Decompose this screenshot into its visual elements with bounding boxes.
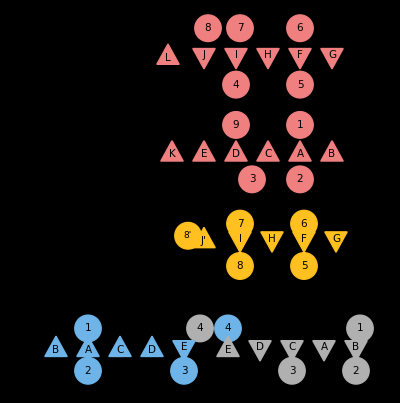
Polygon shape [321, 48, 343, 69]
Polygon shape [193, 48, 215, 69]
Text: 3: 3 [181, 366, 187, 376]
Text: J': J' [201, 236, 207, 246]
Text: D: D [148, 345, 156, 355]
Circle shape [347, 315, 373, 342]
Text: 8: 8 [237, 261, 243, 271]
Polygon shape [217, 336, 239, 357]
Circle shape [171, 357, 197, 384]
Polygon shape [289, 141, 311, 161]
Circle shape [75, 315, 101, 342]
Polygon shape [109, 336, 131, 357]
Text: B: B [52, 345, 60, 355]
Polygon shape [77, 336, 99, 357]
Circle shape [223, 112, 249, 138]
Text: H: H [268, 234, 276, 244]
Text: A: A [320, 343, 328, 353]
Circle shape [223, 71, 249, 98]
Text: 4: 4 [233, 80, 239, 89]
Circle shape [287, 166, 313, 193]
Text: 4: 4 [197, 324, 203, 333]
Polygon shape [345, 341, 367, 361]
Polygon shape [193, 227, 215, 248]
Polygon shape [257, 141, 279, 161]
Circle shape [195, 15, 221, 42]
Circle shape [227, 253, 253, 279]
Text: K: K [169, 149, 175, 159]
Polygon shape [161, 141, 183, 161]
Text: D: D [232, 149, 240, 159]
Text: A: A [296, 149, 304, 159]
Text: B: B [328, 149, 336, 159]
Text: E: E [181, 343, 187, 353]
Text: 3: 3 [249, 174, 255, 184]
Text: 1: 1 [357, 324, 363, 333]
Text: 1: 1 [297, 120, 303, 130]
Text: I: I [234, 50, 238, 60]
Text: 6: 6 [297, 23, 303, 33]
Polygon shape [293, 232, 315, 252]
Polygon shape [173, 341, 195, 361]
Text: C: C [116, 345, 124, 355]
Text: C: C [288, 343, 296, 353]
Polygon shape [157, 44, 179, 64]
Text: L: L [165, 52, 171, 62]
Text: 5: 5 [297, 80, 303, 89]
Polygon shape [321, 141, 343, 161]
Polygon shape [225, 48, 247, 69]
Text: G: G [332, 234, 340, 244]
Circle shape [343, 357, 369, 384]
Text: 9: 9 [233, 120, 239, 130]
Polygon shape [313, 341, 335, 361]
Polygon shape [141, 336, 163, 357]
Polygon shape [257, 48, 279, 69]
Text: C: C [264, 149, 272, 159]
Text: E: E [201, 149, 207, 159]
Polygon shape [45, 336, 67, 357]
Polygon shape [193, 141, 215, 161]
Text: 6: 6 [301, 219, 307, 229]
Text: D: D [256, 343, 264, 353]
Text: 2: 2 [85, 366, 91, 376]
Polygon shape [229, 232, 251, 252]
Text: 5: 5 [301, 261, 307, 271]
Text: 7: 7 [237, 219, 243, 229]
Polygon shape [325, 232, 347, 252]
Text: B: B [352, 343, 360, 353]
Text: E: E [225, 345, 231, 355]
Circle shape [227, 15, 253, 42]
Polygon shape [249, 341, 271, 361]
Polygon shape [281, 341, 303, 361]
Circle shape [239, 166, 265, 193]
Circle shape [287, 15, 313, 42]
Circle shape [227, 210, 253, 237]
Circle shape [287, 71, 313, 98]
Circle shape [279, 357, 305, 384]
Text: 2: 2 [297, 174, 303, 184]
Text: J: J [202, 50, 206, 60]
Text: G: G [328, 50, 336, 60]
Text: F: F [301, 234, 307, 244]
Text: H: H [264, 50, 272, 60]
Text: F: F [297, 50, 303, 60]
Text: I: I [238, 234, 242, 244]
Text: 7: 7 [237, 23, 243, 33]
Text: 2: 2 [353, 366, 359, 376]
Circle shape [175, 222, 201, 249]
Circle shape [187, 315, 213, 342]
Polygon shape [261, 232, 283, 252]
Polygon shape [225, 141, 247, 161]
Polygon shape [289, 48, 311, 69]
Circle shape [287, 112, 313, 138]
Circle shape [215, 315, 241, 342]
Text: 8': 8' [184, 231, 192, 240]
Text: 8: 8 [205, 23, 211, 33]
Text: 3: 3 [289, 366, 295, 376]
Circle shape [291, 253, 317, 279]
Text: 1: 1 [85, 324, 91, 333]
Text: A: A [84, 345, 92, 355]
Text: 4: 4 [225, 324, 231, 333]
Circle shape [291, 210, 317, 237]
Circle shape [75, 357, 101, 384]
